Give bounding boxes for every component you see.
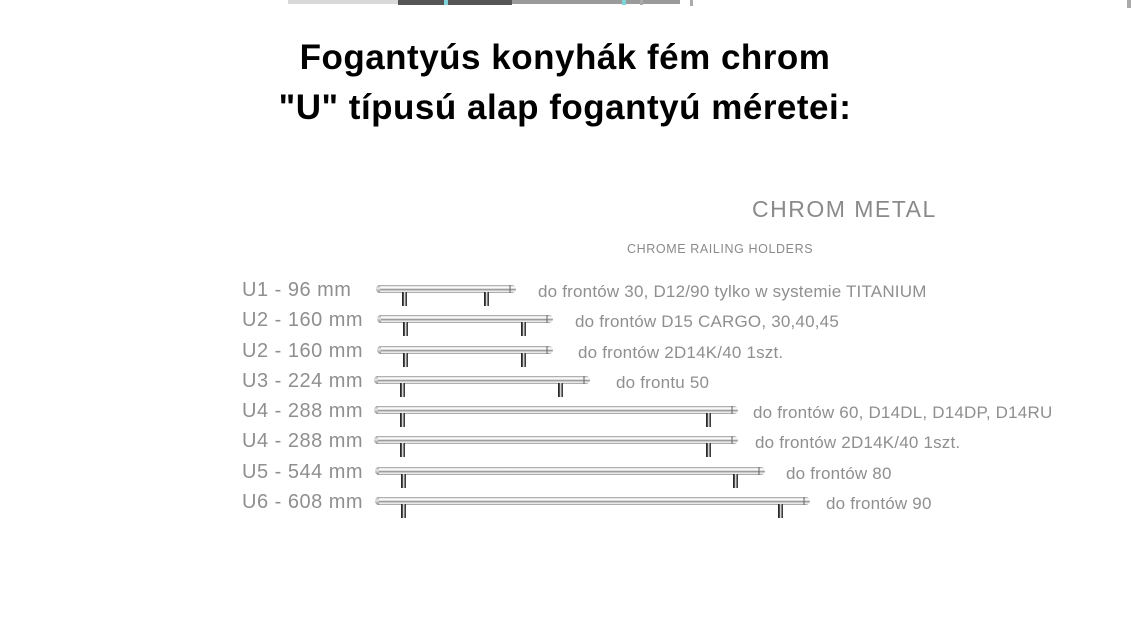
handle-row: U4 - 288 mm do frontów 2D14K/40 1szt. (0, 429, 1134, 459)
handle-image (375, 497, 810, 519)
section-subheading: CHROME RAILING HOLDERS (627, 242, 814, 256)
handle-size-label: U4 - 288 mm (242, 430, 364, 452)
handle-post-left (403, 322, 408, 336)
handle-post-left (402, 292, 407, 306)
title-line-1: Fogantyús konyhák fém chrom (299, 38, 831, 77)
handle-post-left (401, 474, 406, 488)
handle-image (374, 406, 738, 428)
handle-size-label: U2 - 160 mm (242, 309, 364, 331)
handle-post-right (706, 443, 711, 457)
handle-post-right (778, 504, 783, 518)
strip-speck (622, 0, 626, 5)
handle-size-label: U4 - 288 mm (242, 400, 364, 422)
handle-description: do frontów 80 (786, 464, 892, 483)
handle-image (377, 315, 553, 337)
handle-image (375, 467, 765, 489)
handle-row: U3 - 224 mm do frontu 50 (0, 369, 1134, 399)
cropped-image-strip (0, 0, 1134, 8)
handle-image (374, 376, 590, 398)
handle-post-left (400, 383, 405, 397)
handle-post-left (400, 443, 405, 457)
handle-size-label: U2 - 160 mm (242, 340, 364, 362)
handle-row: U2 - 160 mm do frontów D15 CARGO, 30,40,… (0, 308, 1134, 338)
strip-segment (398, 0, 512, 5)
handle-post-left (401, 504, 406, 518)
handle-bar (374, 406, 738, 414)
handle-size-label: U1 - 96 mm (242, 279, 352, 301)
handle-description: do frontów D15 CARGO, 30,40,45 (575, 312, 839, 331)
handle-row: U5 - 544 mm do frontów 80 (0, 460, 1134, 490)
handle-row: U6 - 608 mm do frontów 90 (0, 490, 1134, 520)
strip-speck (444, 0, 448, 5)
section-heading: CHROM METAL (752, 196, 937, 222)
title-line-2: "U" típusú alap fogantyú méretei: (278, 88, 852, 127)
handle-row: U2 - 160 mm do frontów 2D14K/40 1szt. (0, 339, 1134, 369)
handle-image (376, 285, 516, 307)
strip-tick (1127, 0, 1131, 8)
handle-description: do frontów 2D14K/40 1szt. (578, 343, 784, 362)
handle-description: do frontów 2D14K/40 1szt. (755, 433, 961, 452)
handle-image (377, 346, 553, 368)
handle-size-label: U3 - 224 mm (242, 370, 364, 392)
handle-post-right (733, 474, 738, 488)
handle-row: U4 - 288 mm do frontów 60, D14DL, D14DP,… (0, 399, 1134, 429)
handle-description: do frontów 90 (826, 494, 932, 513)
handle-description: do frontów 30, D12/90 tylko w systemie T… (538, 282, 927, 301)
strip-tick (690, 0, 693, 6)
page-title: Fogantyús konyhák fém chrom "U" típusú a… (225, 33, 905, 133)
handle-bar (375, 497, 810, 505)
handle-post-right (484, 292, 489, 306)
handle-post-right (521, 353, 526, 367)
strip-segment (288, 0, 398, 4)
strip-tick (640, 0, 643, 5)
handle-image (374, 436, 738, 458)
handle-post-left (400, 413, 405, 427)
handle-post-right (558, 383, 563, 397)
handle-description: do frontu 50 (616, 373, 710, 392)
handle-size-label: U6 - 608 mm (242, 491, 364, 513)
handle-size-label: U5 - 544 mm (242, 461, 364, 483)
handle-bar (375, 467, 765, 475)
handle-row: U1 - 96 mm do frontów 30, D12/90 tylko w… (0, 278, 1134, 308)
handle-post-left (403, 353, 408, 367)
strip-segment (512, 0, 680, 4)
handle-description: do frontów 60, D14DL, D14DP, D14RU (753, 403, 1053, 422)
handle-post-right (706, 413, 711, 427)
handle-bar (374, 376, 590, 384)
handle-bar (377, 346, 553, 354)
handle-bar (376, 285, 516, 293)
handle-post-right (521, 322, 526, 336)
handle-bar (374, 436, 738, 444)
handle-bar (377, 315, 553, 323)
